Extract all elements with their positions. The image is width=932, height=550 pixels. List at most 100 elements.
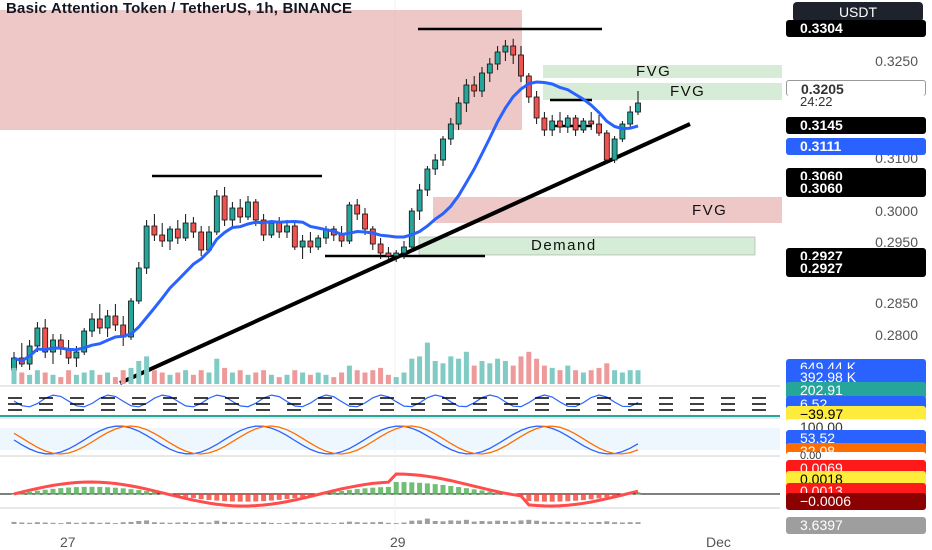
candle-body <box>245 201 251 218</box>
bottom-indicator-bar <box>362 522 368 524</box>
candle-body <box>307 240 314 248</box>
candle-body <box>167 228 173 242</box>
candle-body <box>362 213 368 230</box>
macd-histogram-bar <box>276 494 282 500</box>
fvg-label: FVG <box>636 63 672 80</box>
bottom-indicator-bar <box>307 522 313 524</box>
candle-body <box>346 204 353 242</box>
bottom-indicator-bar <box>565 521 571 524</box>
volume-bar <box>300 372 306 384</box>
volume-bar <box>612 370 618 384</box>
macd-histogram-bar <box>151 492 157 495</box>
volume-bar <box>502 361 508 384</box>
volume-bar <box>136 361 142 384</box>
volume-bar <box>432 361 438 384</box>
macd-histogram-bar <box>471 489 477 495</box>
macd-histogram-bar <box>463 488 469 495</box>
macd-histogram-bar <box>206 494 212 500</box>
candle-body <box>463 84 470 104</box>
candle-body <box>190 222 197 233</box>
macd-histogram-bar <box>573 494 579 501</box>
bottom-indicator-bar <box>175 522 181 524</box>
volume-bar <box>128 367 134 384</box>
bottom-indicator-bar <box>151 522 157 524</box>
macd-histogram-bar <box>331 492 337 495</box>
volume-bar <box>222 367 228 384</box>
volume-ma-tag: 392.98 K <box>786 369 926 386</box>
candle-body <box>284 225 290 233</box>
macd-histogram-bar <box>222 494 228 502</box>
fvg-zone-mid <box>543 83 782 100</box>
volume-bar <box>534 358 540 384</box>
volume-bar <box>604 363 610 384</box>
macd-histogram-bar <box>284 494 290 500</box>
volume-bar <box>34 370 40 384</box>
bottom-indicator-bar <box>510 521 516 524</box>
bottom-indicator-bar <box>534 520 540 524</box>
volume-bar <box>237 370 243 384</box>
time-axis-label: 27 <box>60 534 76 550</box>
volume-bar <box>518 356 524 384</box>
bottom-indicator-bar <box>588 522 594 524</box>
volume-bar <box>175 372 181 384</box>
candle-body <box>151 225 158 236</box>
bottom-indicator-bar <box>292 522 298 524</box>
trendline <box>119 122 691 385</box>
bottom-indicator-bar <box>105 522 111 524</box>
bottom-indicator-bar <box>339 522 345 524</box>
bottom-indicator-bar <box>27 522 33 524</box>
bottom-indicator-bar <box>596 521 602 524</box>
macd-histogram-bar <box>112 487 118 495</box>
bottom-indicator-bar <box>557 522 563 524</box>
currency-button[interactable]: USDT <box>793 2 923 22</box>
macd-histogram-bar <box>580 494 586 501</box>
volume-bar <box>393 377 399 384</box>
candle-body <box>494 51 501 65</box>
volume-bar <box>307 374 313 384</box>
candle-body <box>455 102 462 125</box>
candle-body <box>541 117 548 131</box>
candle-body <box>128 300 134 338</box>
volume-bar <box>97 374 103 384</box>
macd-histogram-bar <box>89 486 95 495</box>
volume-bar <box>120 370 126 384</box>
last-indicator-tag: 3.6397 <box>786 517 926 534</box>
macd-histogram-bar <box>183 494 189 498</box>
volume-bar <box>198 370 204 384</box>
volume-bar <box>323 374 329 384</box>
bottom-indicator-bar <box>73 522 79 524</box>
bottom-indicator-bar <box>448 520 454 524</box>
stoch-band <box>0 428 780 450</box>
bottom-indicator-bar <box>112 523 118 524</box>
macd-histogram-bar <box>245 494 251 502</box>
bottom-indicator-bar <box>502 521 508 524</box>
demand-label: Demand <box>531 237 597 254</box>
bottom-indicator-bar <box>323 522 329 524</box>
candle-body <box>112 315 119 326</box>
candle-body <box>518 54 524 77</box>
candle-body <box>393 252 400 257</box>
volume-bar <box>276 377 282 384</box>
volume-bar <box>42 372 48 384</box>
volume-bar <box>331 377 337 384</box>
macd-histogram-bar <box>346 489 352 495</box>
bottom-indicator-bar <box>198 522 204 524</box>
indicator-tag: 202.91 <box>786 382 926 399</box>
candle-body <box>564 117 571 128</box>
price-tag-ma: 0.3111 <box>786 138 926 155</box>
candle-body <box>73 351 80 359</box>
volume-bar <box>565 365 571 384</box>
volume-bar <box>105 372 111 384</box>
macd-histogram-bar <box>354 489 360 495</box>
volume-bar <box>354 370 360 384</box>
volume-bar <box>214 358 220 384</box>
candle-body <box>252 201 259 221</box>
volume-bar <box>378 367 384 384</box>
candle-body <box>104 315 111 329</box>
bottom-indicator-bar <box>19 522 25 524</box>
volume-bar <box>495 358 501 384</box>
bottom-indicator-bar <box>66 522 72 524</box>
macd-histogram-bar <box>300 494 306 498</box>
volume-bar <box>526 351 532 384</box>
